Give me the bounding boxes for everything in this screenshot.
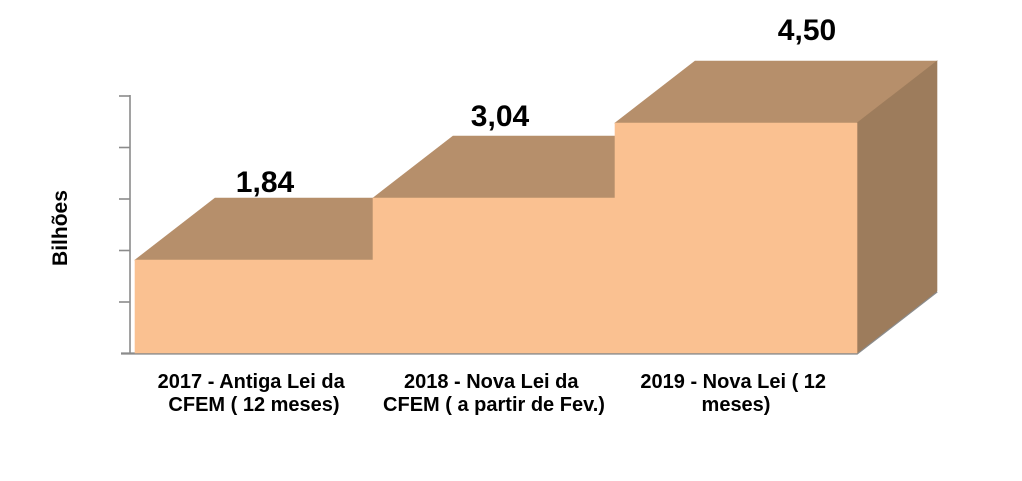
bars-front-face: [134, 122, 858, 354]
data-label-2019: 4,50: [778, 14, 836, 47]
category-label-line: 2018 - Nova Lei da: [404, 371, 579, 393]
category-label-line: 2017 - Antiga Lei da: [158, 371, 346, 393]
y-axis-title: Bilhões: [49, 190, 72, 266]
category-label-2019: 2019 - Nova Lei ( 12 meses): [640, 371, 831, 416]
category-label-line: CFEM ( a partir de Fev.): [383, 394, 605, 416]
category-label-2017: 2017 - Antiga Lei da CFEM ( 12 meses): [158, 371, 351, 416]
data-label-2018: 3,04: [471, 100, 530, 133]
x-axis-baseline: [121, 290, 938, 355]
category-label-line: 2019 - Nova Lei ( 12: [640, 371, 826, 393]
category-label-line: CFEM ( 12 meses): [168, 394, 339, 416]
bar-2017-top-face: [134, 197, 374, 261]
data-label-2017: 1,84: [236, 166, 295, 199]
category-label-line: meses): [702, 394, 771, 416]
bar-2018-top-face: [372, 135, 616, 199]
category-label-2018: 2018 - Nova Lei da CFEM ( a partir de Fe…: [383, 371, 605, 416]
